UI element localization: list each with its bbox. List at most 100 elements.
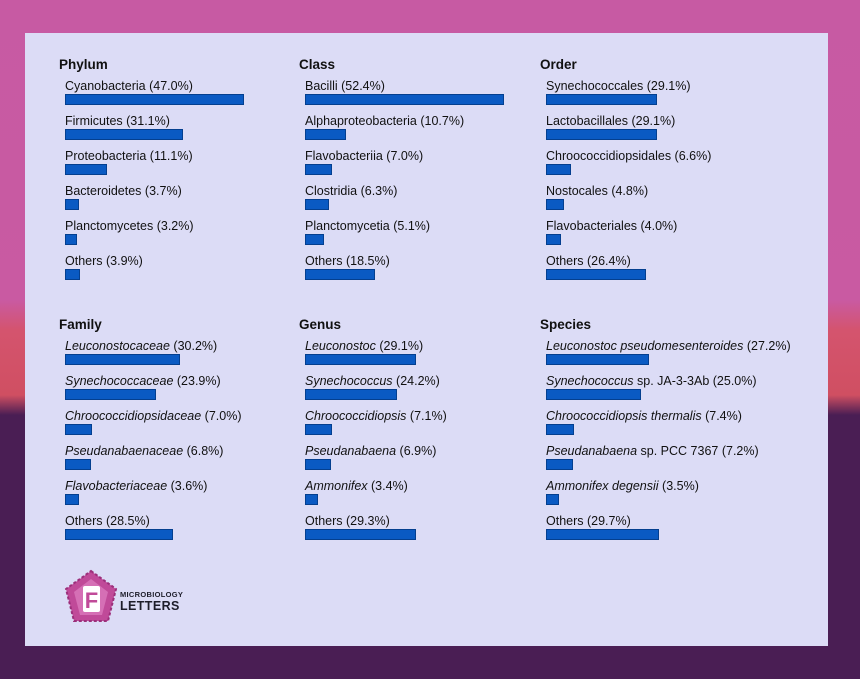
- chart-group-order: Order Synechococcales (29.1%) Lactobacilla…: [540, 57, 780, 297]
- chart-title: Class: [299, 57, 336, 72]
- bar-item: Others (26.4%): [546, 254, 786, 289]
- bar-label: Others (29.7%): [546, 514, 631, 528]
- bar: [305, 269, 376, 280]
- bar: [65, 129, 184, 140]
- bar-label: Ammonifex degensii (3.5%): [546, 479, 699, 493]
- bar: [546, 529, 659, 540]
- bar-label: Clostridia (6.3%): [305, 184, 398, 198]
- bar-label: Synechococcaceae (23.9%): [65, 374, 221, 388]
- bar-label: Flavobacteriales (4.0%): [546, 219, 678, 233]
- bar: [546, 164, 572, 175]
- bar-item: Leuconostoc pseudomesenteroides (27.2%): [546, 339, 791, 374]
- bar-label: Synechococcales (29.1%): [546, 79, 691, 93]
- bar-item: Planctomycetia (5.1%): [305, 219, 545, 254]
- bar-item: Synechococcaceae (23.9%): [65, 374, 305, 409]
- bar-item: Others (28.5%): [65, 514, 305, 549]
- logo-emblem-icon: F: [64, 569, 118, 622]
- bar: [546, 234, 562, 245]
- bar: [65, 269, 80, 280]
- bar: [65, 494, 79, 505]
- bar-label: Planctomycetes (3.2%): [65, 219, 194, 233]
- chart-panel: Phylum Cyanobacteria (47.0%) Firmicutes (3…: [25, 33, 828, 646]
- bar-item: Others (29.3%): [305, 514, 545, 549]
- bar-label: Leuconostoc (29.1%): [305, 339, 424, 353]
- bar: [546, 199, 565, 210]
- bar-item: Chroococcidiopsis thermalis (7.4%): [546, 409, 786, 444]
- chart-title: Species: [540, 317, 592, 332]
- bar-item: Ammonifex degensii (3.5%): [546, 479, 786, 514]
- bar-item: Firmicutes (31.1%): [65, 114, 305, 149]
- bar: [546, 269, 647, 280]
- bar-item: Pseudanabaenaceae (6.8%): [65, 444, 305, 479]
- bar: [305, 459, 332, 470]
- bar: [65, 354, 180, 365]
- bar-item: Alphaproteobacteria (10.7%): [305, 114, 545, 149]
- bar-label: Firmicutes (31.1%): [65, 114, 170, 128]
- bar: [65, 424, 92, 435]
- chart-group-phylum: Phylum Cyanobacteria (47.0%) Firmicutes (3…: [59, 57, 299, 297]
- bar: [546, 94, 657, 105]
- bar-label: Pseudanabaena sp. PCC 7367 (7.2%): [546, 444, 759, 458]
- bar-item: Others (3.9%): [65, 254, 305, 289]
- bar-item: Pseudanabaena sp. PCC 7367 (7.2%): [546, 444, 786, 479]
- chart-title: Genus: [299, 317, 342, 332]
- bar-item: Lactobacillales (29.1%): [546, 114, 786, 149]
- bar-label: Cyanobacteria (47.0%): [65, 79, 193, 93]
- bar-item: Chroococcidiopsis (7.1%): [305, 409, 545, 444]
- bar-item: Pseudanabaena (6.9%): [305, 444, 545, 479]
- bar-item: Others (18.5%): [305, 254, 545, 289]
- chart-group-species: Species Leuconostoc pseudomesenteroides (…: [540, 317, 791, 557]
- logo-text-line1: MICROBIOLOGY: [120, 590, 184, 599]
- bar-label: Proteobacteria (11.1%): [65, 149, 193, 163]
- bar: [65, 459, 91, 470]
- bar-label: Bacilli (52.4%): [305, 79, 385, 93]
- bar: [305, 129, 346, 140]
- bar: [305, 424, 332, 435]
- bar: [305, 234, 325, 245]
- bar: [65, 389, 156, 400]
- bar: [305, 494, 318, 505]
- bar-label: Alphaproteobacteria (10.7%): [305, 114, 465, 128]
- bar: [546, 424, 575, 435]
- bar: [305, 199, 329, 210]
- bar-item: Flavobacteriales (4.0%): [546, 219, 786, 254]
- bar-label: Lactobacillales (29.1%): [546, 114, 676, 128]
- bar-label: Synechococcus (24.2%): [305, 374, 440, 388]
- bar-label: Chroococcidiopsidaceae (7.0%): [65, 409, 242, 423]
- bar-label: Others (28.5%): [65, 514, 150, 528]
- bar-label: Nostocales (4.8%): [546, 184, 649, 198]
- bar-item: Synechococcus sp. JA-3-3Ab (25.0%): [546, 374, 786, 409]
- bar-item: Bacilli (52.4%): [305, 79, 545, 114]
- bar-item: Flavobacteriaceae (3.6%): [65, 479, 305, 514]
- logo-text-line2: LETTERS: [120, 599, 180, 613]
- bar-label: Others (18.5%): [305, 254, 390, 268]
- bar: [546, 129, 657, 140]
- chart-title: Phylum: [59, 57, 108, 72]
- bar-label: Flavobacteriaceae (3.6%): [65, 479, 208, 493]
- bar-label: Planctomycetia (5.1%): [305, 219, 431, 233]
- bar-label: Bacteroidetes (3.7%): [65, 184, 182, 198]
- bar: [546, 494, 560, 505]
- bar-item: Leuconostoc (29.1%): [305, 339, 545, 374]
- bar-label: Ammonifex (3.4%): [305, 479, 408, 493]
- bar-item: Ammonifex (3.4%): [305, 479, 545, 514]
- chart-title: Order: [540, 57, 577, 72]
- bar: [546, 389, 641, 400]
- bar-item: Synechococcus (24.2%): [305, 374, 545, 409]
- bar: [546, 459, 574, 470]
- bar-label: Pseudanabaena (6.9%): [305, 444, 437, 458]
- bar-label: Others (29.3%): [305, 514, 390, 528]
- bar-item: Leuconostocaceae (30.2%): [65, 339, 305, 374]
- bar: [305, 389, 397, 400]
- bar-label: Synechococcus sp. JA-3-3Ab (25.0%): [546, 374, 757, 388]
- bar-label: Others (26.4%): [546, 254, 631, 268]
- bar-item: Planctomycetes (3.2%): [65, 219, 305, 254]
- bar-label: Flavobacteriia (7.0%): [305, 149, 424, 163]
- bar-label: Leuconostocaceae (30.2%): [65, 339, 218, 353]
- svg-text:F: F: [85, 588, 98, 613]
- bar-label: Chroococcidiopsidales (6.6%): [546, 149, 712, 163]
- bar-item: Cyanobacteria (47.0%): [65, 79, 305, 114]
- chart-group-family: Family Leuconostocaceae (30.2%) Synechococ…: [59, 317, 299, 557]
- microbiology-letters-logo: F MICROBIOLOGY LETTERS: [61, 569, 231, 629]
- bar: [65, 529, 174, 540]
